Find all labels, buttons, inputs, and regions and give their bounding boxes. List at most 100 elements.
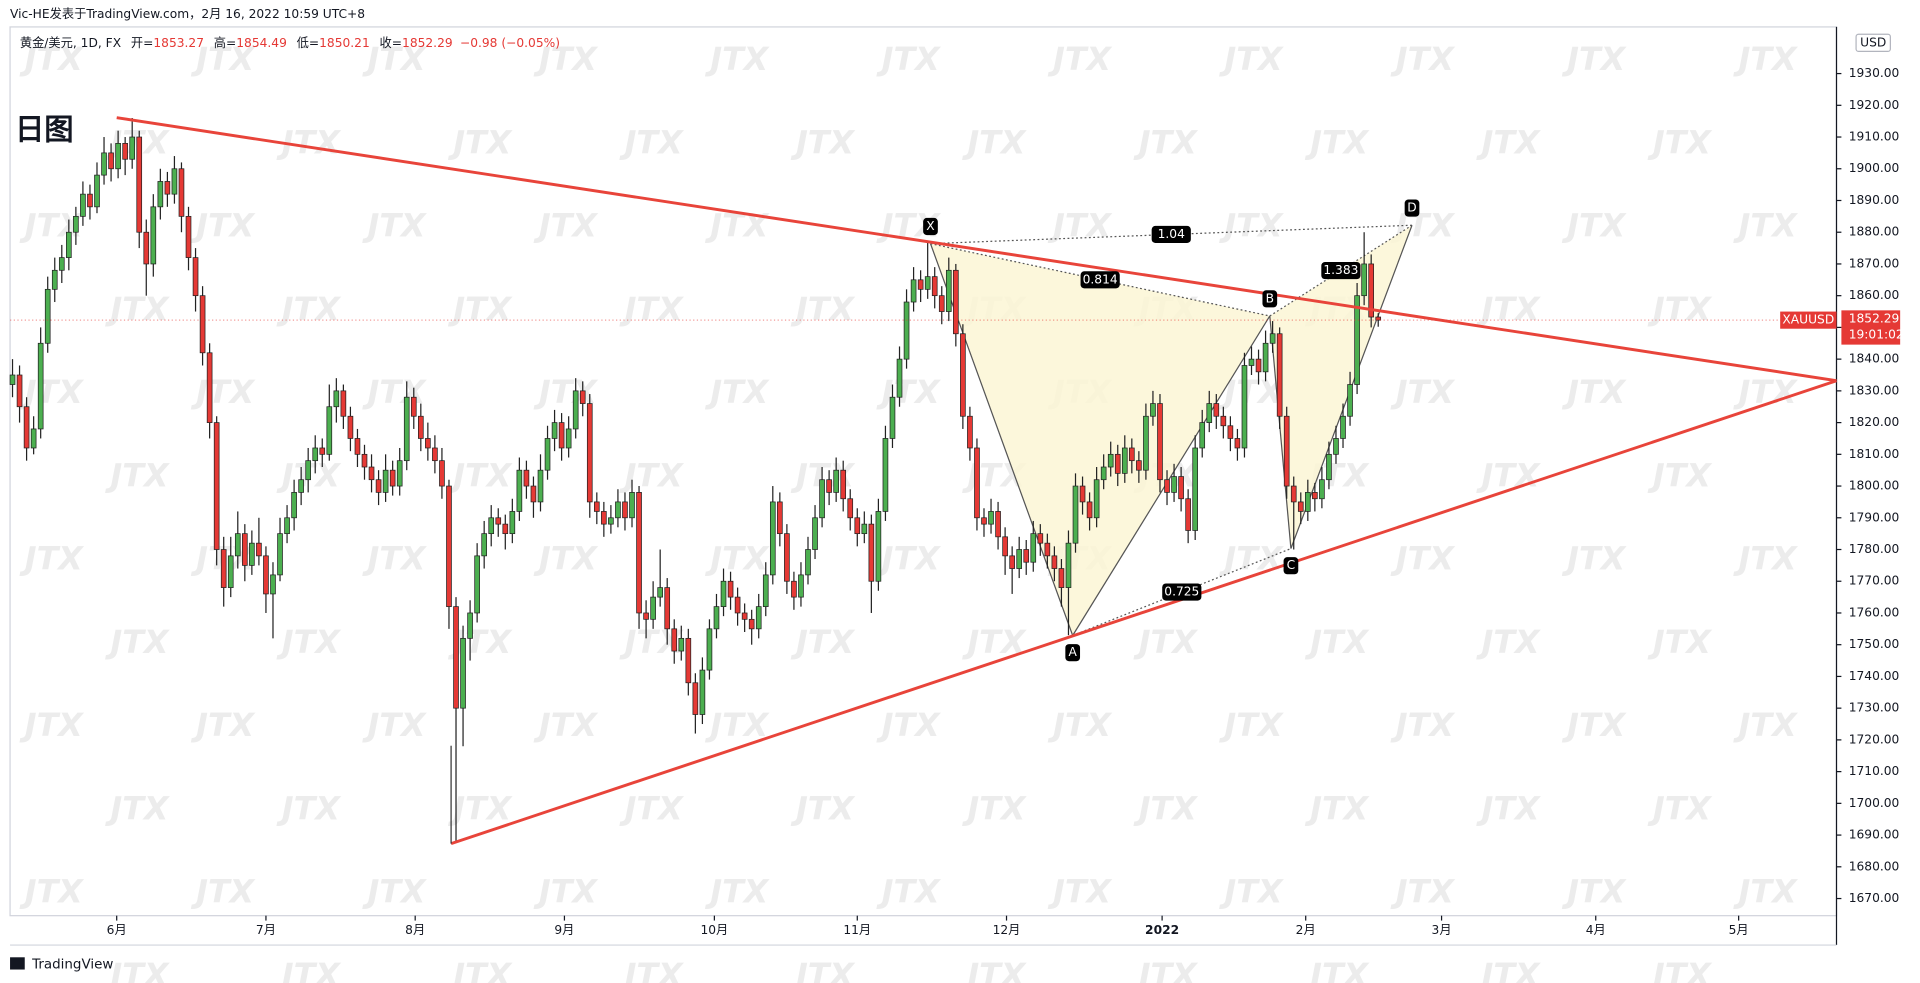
candle-body [227, 555, 234, 588]
watermark: JTX [1647, 623, 1713, 661]
candle-body [833, 469, 839, 493]
watermark: JTX [1304, 123, 1370, 161]
candle-body [396, 460, 403, 487]
candle-body [1093, 479, 1100, 519]
candle-body [432, 447, 438, 462]
currency: USD [1860, 35, 1886, 49]
watermarks: JTX JTX JTX JTX JTX JTX JTX JTX JTX JTX JTX JTX JTX J… [19, 40, 1798, 983]
candle-body [812, 517, 818, 550]
y-tick-label: 1790.00 [1849, 510, 1900, 524]
candle-body [530, 485, 537, 503]
candle-body [256, 542, 262, 557]
candle-body [819, 479, 825, 519]
point-label: X [926, 219, 934, 233]
candle-body [784, 533, 790, 582]
header: Vic-HE发表于TradingView.com，2月 16, 2022 10:… [10, 6, 365, 21]
trendline [450, 379, 1837, 846]
watermark: JTX [362, 706, 428, 744]
candle-body [1037, 533, 1044, 544]
watermark: JTX [704, 706, 770, 744]
candle-body [319, 447, 326, 455]
watermark: JTX [704, 40, 770, 78]
watermark: JTX [1733, 207, 1799, 245]
candle-body [755, 606, 762, 630]
candle-body [305, 460, 311, 481]
watermark: JTX [362, 373, 428, 411]
watermark: JTX [447, 956, 513, 983]
watermark: JTX [619, 956, 685, 983]
candle-body [481, 533, 487, 557]
candle-body [586, 403, 593, 503]
candle-body [249, 542, 255, 566]
watermark: JTX [790, 290, 856, 328]
candle-body [1297, 501, 1304, 512]
candle-body [516, 469, 523, 512]
price-tag [1841, 310, 1901, 345]
watermark: JTX [876, 706, 942, 744]
watermark: JTX [790, 789, 856, 827]
x-tick-label: 8月 [405, 923, 425, 937]
watermark: JTX [704, 873, 770, 911]
candle-body [502, 523, 509, 535]
candle-body [875, 511, 882, 582]
candle-body [1009, 555, 1015, 569]
ratio-label: 1.04 [1158, 227, 1185, 241]
candle-body [1276, 333, 1283, 417]
candle-body [572, 390, 579, 430]
candle-body [762, 574, 769, 607]
candle-body [101, 152, 107, 176]
candle-body [354, 438, 361, 455]
candle-body [58, 257, 65, 271]
watermark: JTX [876, 40, 942, 78]
candle-body [361, 453, 368, 468]
candle-body [1002, 536, 1008, 557]
candle-body [474, 555, 480, 614]
candle-body [1220, 415, 1227, 427]
candle-body [333, 390, 340, 408]
watermark: JTX [619, 290, 685, 328]
candle-body [699, 669, 706, 715]
candle-body [115, 143, 121, 170]
candle-body [1136, 460, 1142, 471]
watermark: JTX [362, 873, 428, 911]
candle-body [1199, 422, 1206, 449]
watermark: JTX [1390, 540, 1456, 578]
watermark: JTX [619, 456, 685, 494]
watermark: JTX [1304, 956, 1370, 983]
candle-body [1340, 415, 1346, 439]
candle-body [23, 406, 30, 449]
watermark: JTX [362, 207, 428, 245]
candle-body [537, 469, 544, 503]
candle-body [439, 460, 445, 487]
candle-body [1312, 492, 1318, 500]
y-tick-label: 1920.00 [1849, 98, 1900, 112]
y-tick-label: 1860.00 [1849, 288, 1900, 302]
y-tick-label: 1680.00 [1849, 859, 1900, 873]
chart-title: 日图 [15, 112, 74, 146]
point-marker [1065, 644, 1081, 662]
y-tick-label: 1840.00 [1849, 352, 1900, 366]
watermark: JTX [1475, 456, 1541, 494]
watermark: JTX [1561, 873, 1627, 911]
candle-body [425, 438, 431, 449]
watermark: JTX [1561, 40, 1627, 78]
candle-body [636, 492, 642, 614]
y-tick-label: 1870.00 [1849, 256, 1900, 270]
candle-body [1354, 295, 1360, 385]
ratio-label: 1.383 [1323, 263, 1358, 277]
watermark: JTX [1218, 207, 1284, 245]
candle-body [234, 533, 241, 557]
legend-item: 高= [214, 34, 237, 49]
candle-body [87, 193, 93, 208]
candle-body [1333, 438, 1339, 455]
candle-body [741, 612, 748, 620]
candle-body [917, 279, 924, 290]
ratio-box [1080, 271, 1120, 289]
watermark: JTX [1133, 789, 1199, 827]
candle-body [129, 136, 136, 160]
candle-body [1368, 263, 1374, 318]
candle-body [945, 269, 952, 312]
pattern-fill [930, 243, 1270, 636]
watermark: JTX [1475, 623, 1541, 661]
watermark: JTX [1561, 207, 1627, 245]
